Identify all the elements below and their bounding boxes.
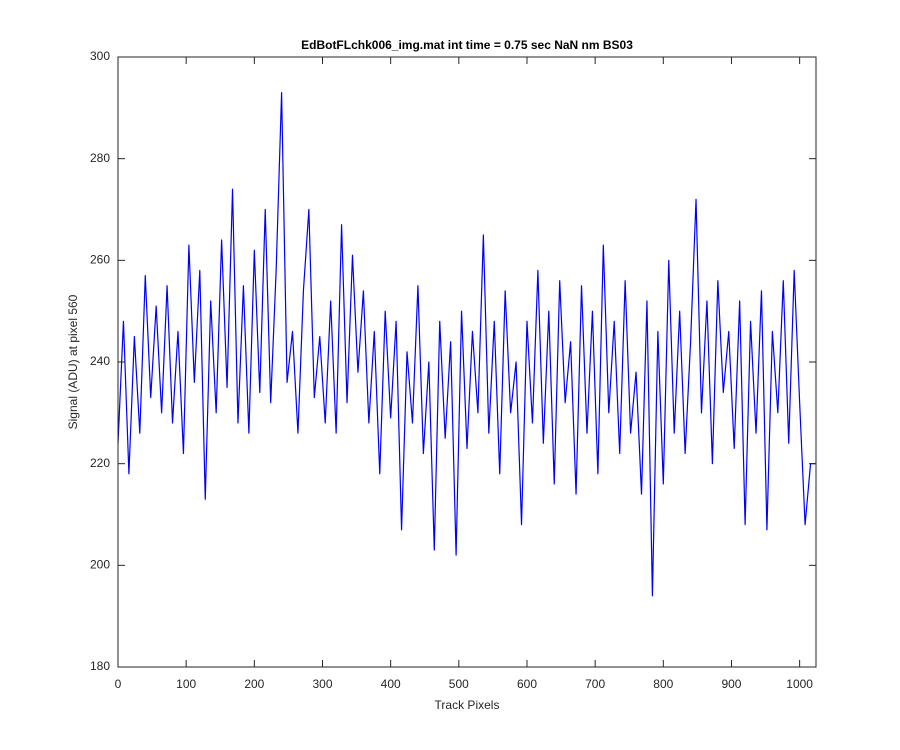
x-tick-label: 500 (449, 677, 469, 691)
x-tick-label: 400 (381, 677, 401, 691)
y-tick-label: 300 (90, 49, 110, 63)
y-tick-label: 260 (90, 253, 110, 267)
x-tick-label: 0 (115, 677, 122, 691)
y-tick-label: 220 (90, 456, 110, 470)
y-tick-label: 240 (90, 354, 110, 368)
x-tick-label: 200 (244, 677, 264, 691)
y-tick-label: 200 (90, 558, 110, 572)
chart-title: EdBotFLchk006_img.mat int time = 0.75 se… (301, 38, 633, 52)
y-tick-label: 280 (90, 151, 110, 165)
x-tick-label: 1000 (786, 677, 813, 691)
x-tick-label: 900 (721, 677, 741, 691)
x-tick-label: 800 (653, 677, 673, 691)
data-line (117, 91, 816, 597)
x-tick-label: 100 (176, 677, 196, 691)
x-tick-label: 300 (312, 677, 332, 691)
y-axis-label: Signal (ADU) at pixel 560 (66, 294, 80, 429)
y-tick-label: 180 (90, 659, 110, 673)
x-tick-label: 600 (517, 677, 537, 691)
x-axis-label: Track Pixels (435, 698, 500, 712)
x-tick-label: 700 (585, 677, 605, 691)
